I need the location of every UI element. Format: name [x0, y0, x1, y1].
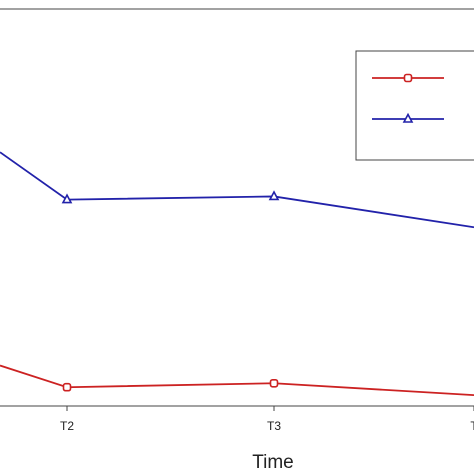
x-tick-label: T2	[60, 419, 74, 433]
x-axis-ticks: T2 T3 T	[60, 406, 474, 433]
series-2-point-3	[268, 190, 280, 201]
series-1-point-3	[269, 378, 279, 388]
series-1-line	[0, 364, 474, 397]
series-2	[0, 151, 474, 229]
legend-box	[355, 50, 474, 161]
legend-marker	[403, 73, 413, 83]
series-1	[0, 364, 474, 397]
legend-entry-1	[372, 73, 444, 83]
plot-frame	[0, 8, 474, 407]
x-axis-title: Time	[252, 452, 294, 473]
series-layer	[0, 151, 474, 397]
series-2-line	[0, 151, 474, 229]
series-2-point-2	[61, 193, 73, 204]
legend-entry-2	[372, 112, 444, 123]
legend-entries	[372, 73, 444, 123]
x-tick-label: T3	[267, 419, 281, 433]
legend-marker	[402, 112, 414, 123]
x-tick-label: T	[470, 419, 474, 433]
legend	[355, 50, 474, 161]
series-1-point-2	[62, 382, 72, 392]
